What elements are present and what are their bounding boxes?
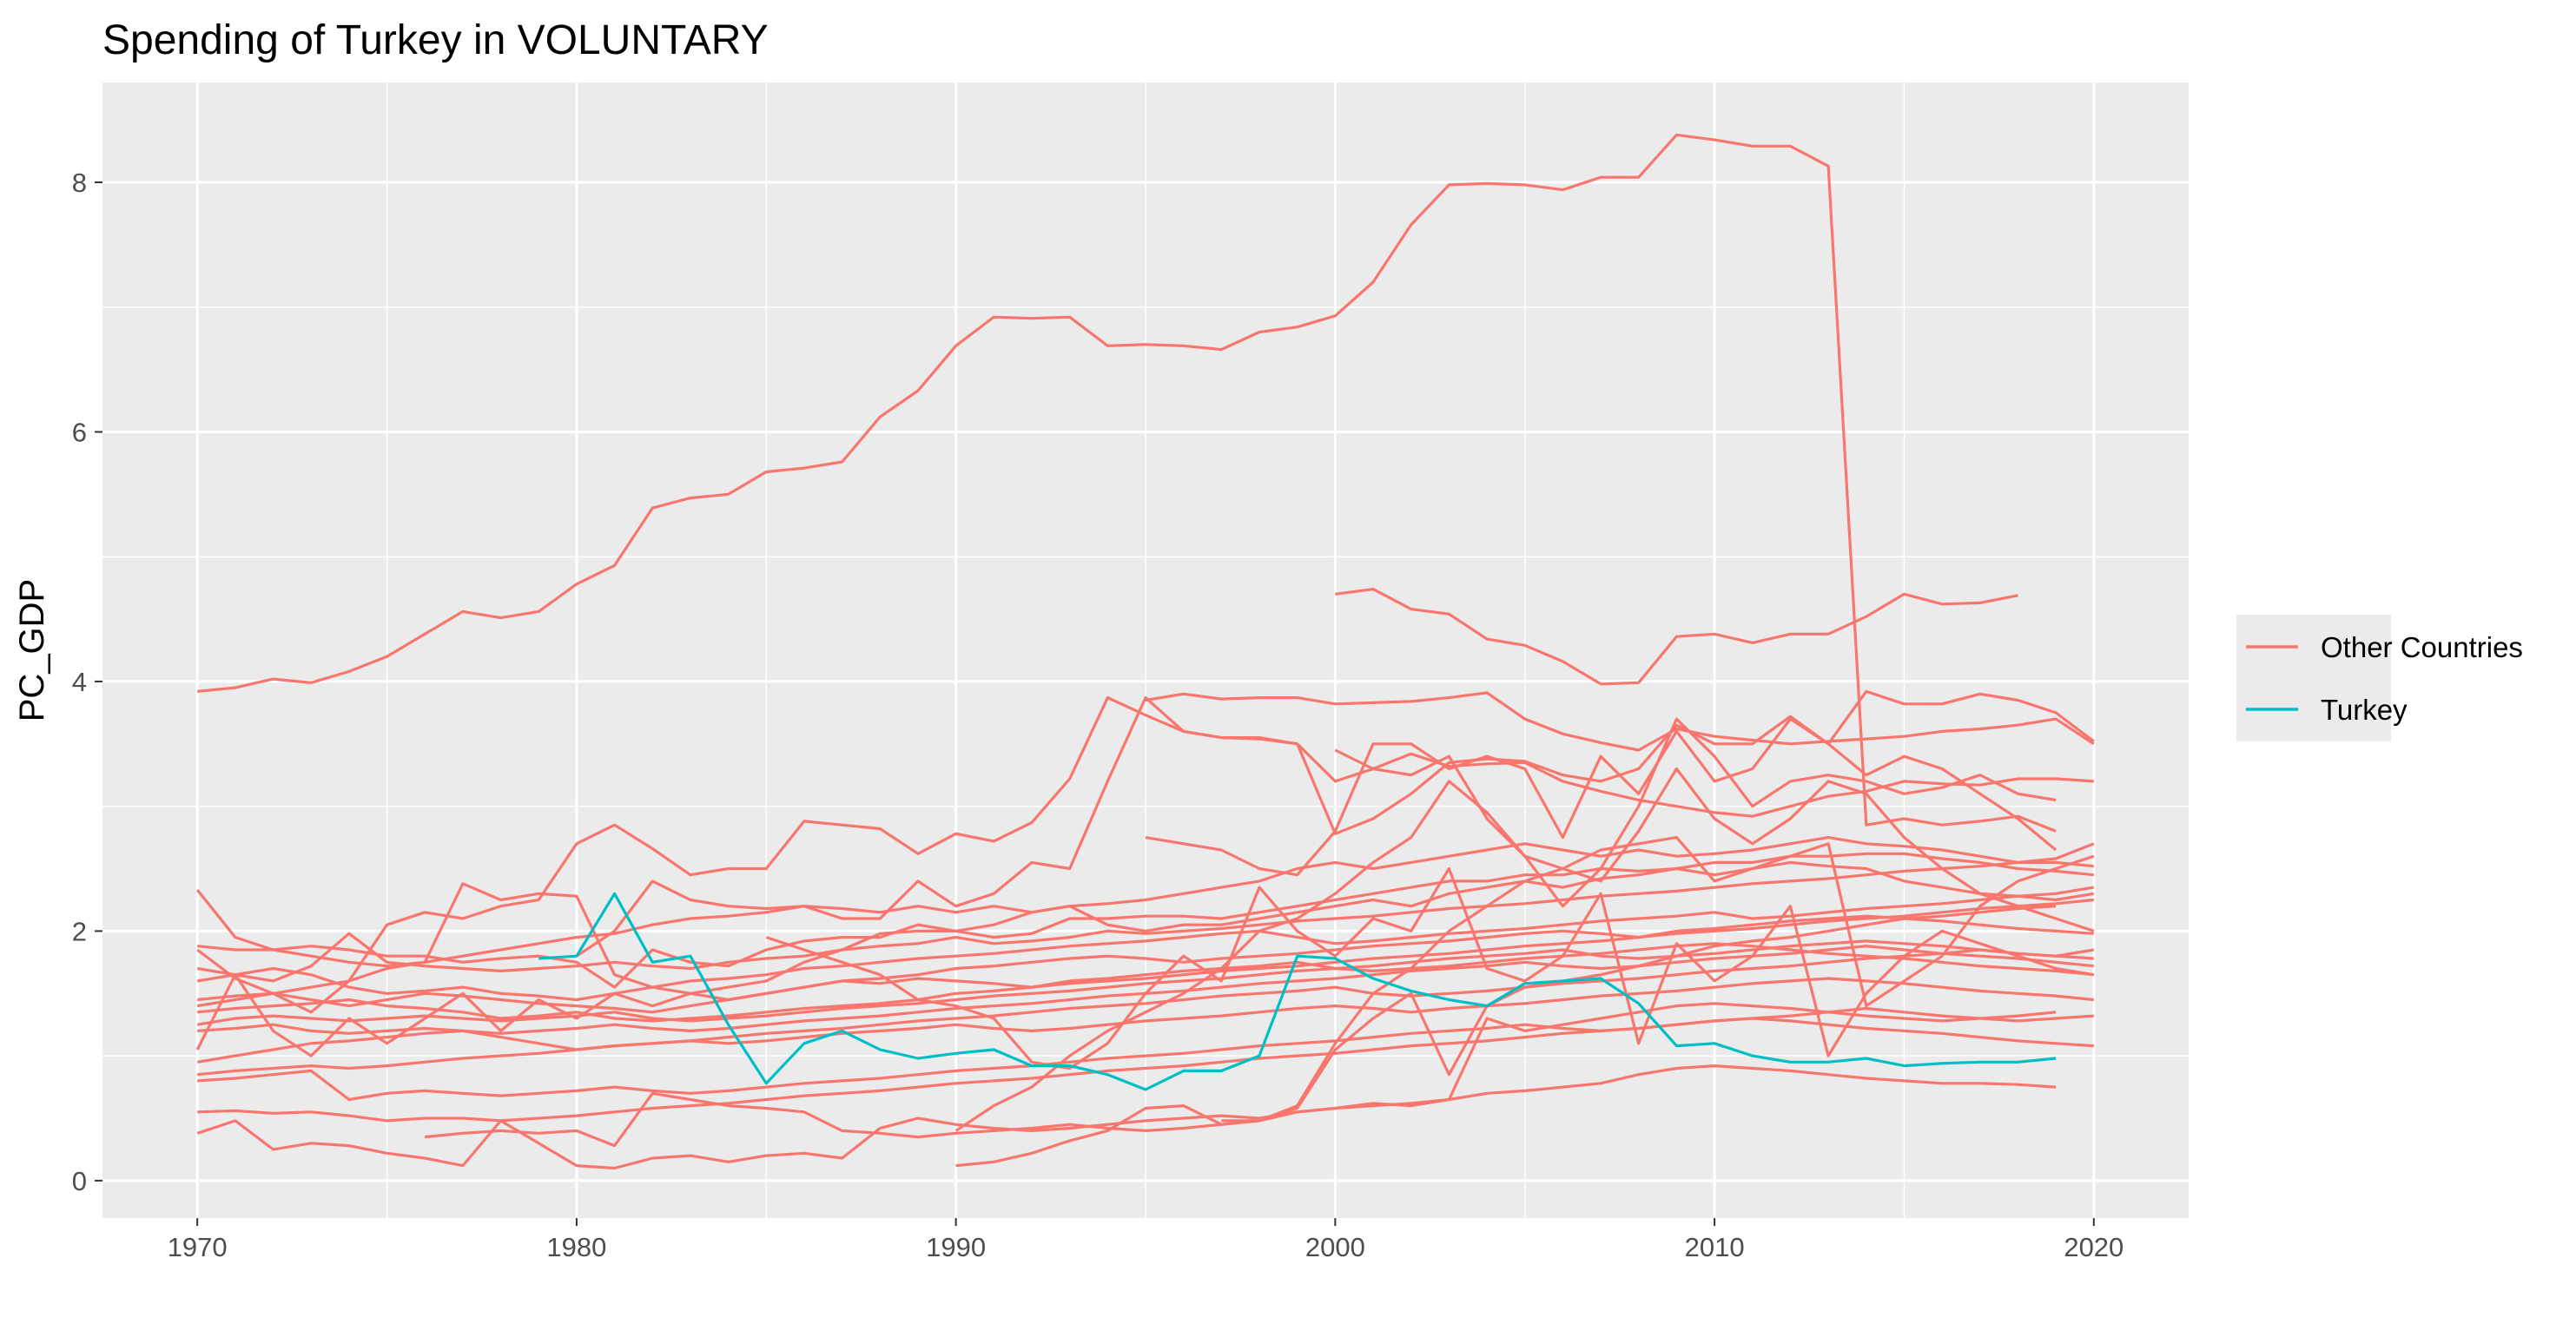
series-line-turkey: [538, 892, 2057, 1091]
y-tick-label: 6: [72, 417, 87, 447]
series-line-other-19: [197, 1017, 2094, 1123]
series-line-other-10: [196, 886, 2095, 1002]
series-line-other-1: [197, 133, 2057, 833]
series-line-other-8: [196, 860, 2095, 1008]
series-line-other-20: [196, 1064, 2057, 1170]
series-line-other-12: [197, 898, 2094, 1023]
y-axis-title: PC_GDP: [13, 579, 51, 722]
y-tick-label: 2: [72, 916, 87, 946]
legend-key-background: [2236, 615, 2391, 741]
x-tick-label: 1980: [546, 1232, 606, 1262]
series-line-other-25: [1334, 748, 2095, 932]
series-line-other-5: [196, 695, 2094, 1014]
x-tick-label: 2020: [2064, 1232, 2124, 1262]
y-tick-label: 4: [72, 667, 87, 697]
series-line-other-27: [765, 866, 2095, 1070]
series-line-other-4: [1145, 691, 2095, 752]
series-line-other-18: [197, 1006, 2094, 1102]
series-line-other-3: [576, 689, 2095, 958]
series-line-other-23: [954, 717, 2057, 1132]
x-tick-label: 2010: [1685, 1232, 1745, 1262]
series-line-other-9: [196, 842, 2095, 983]
series-line-other-16: [196, 948, 2095, 1064]
series-line-other-17: [197, 977, 2094, 1077]
x-tick-label: 1990: [926, 1232, 986, 1262]
x-tick-label: 2000: [1305, 1232, 1365, 1262]
series-line-other-15: [195, 942, 2094, 1057]
chart-title: Spending of Turkey in VOLUNTARY: [102, 17, 769, 63]
series-line-other-6: [195, 835, 2094, 995]
series-line-other-2: [1335, 587, 2018, 686]
x-tick-label: 1970: [168, 1232, 228, 1262]
y-tick-label: 8: [72, 168, 87, 198]
legend-label: Turkey: [2321, 694, 2408, 726]
series-line-other-26: [1221, 835, 2095, 1123]
turkey-lines: [538, 892, 2057, 1091]
series-line-other-7: [197, 852, 2094, 989]
legend-label: Other Countries: [2321, 631, 2523, 663]
y-axis: 0 2 4 6 8: [72, 168, 102, 1196]
legend: Other Countries Turkey: [2236, 615, 2523, 741]
x-axis: 1970 1980 1990 2000 2010 2020: [168, 1218, 2124, 1262]
other-countries-lines: [195, 133, 2095, 1170]
y-tick-label: 0: [72, 1166, 87, 1196]
series-line-other-22: [955, 905, 2057, 1168]
series-line-other-24: [1145, 717, 2057, 877]
